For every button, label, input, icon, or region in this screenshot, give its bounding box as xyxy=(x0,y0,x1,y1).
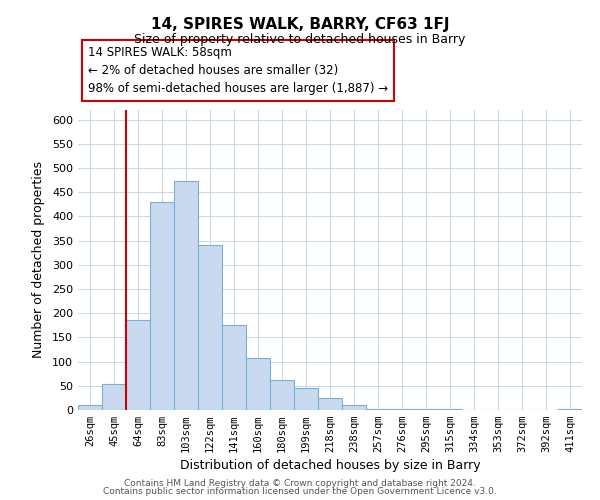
Bar xyxy=(366,408,390,410)
Bar xyxy=(126,320,150,410)
Bar xyxy=(246,358,270,410)
Bar xyxy=(342,405,366,410)
X-axis label: Distribution of detached houses by size in Barry: Distribution of detached houses by size … xyxy=(179,460,481,472)
Bar xyxy=(102,384,126,410)
Bar xyxy=(414,409,438,410)
Bar xyxy=(222,326,246,410)
Text: Size of property relative to detached houses in Barry: Size of property relative to detached ho… xyxy=(134,32,466,46)
Bar xyxy=(270,380,294,410)
Bar xyxy=(318,398,342,410)
Text: 14 SPIRES WALK: 58sqm
← 2% of detached houses are smaller (32)
98% of semi-detac: 14 SPIRES WALK: 58sqm ← 2% of detached h… xyxy=(88,46,388,95)
Bar xyxy=(174,181,198,410)
Bar xyxy=(198,246,222,410)
Bar xyxy=(438,409,462,410)
Y-axis label: Number of detached properties: Number of detached properties xyxy=(32,162,45,358)
Text: Contains HM Land Registry data © Crown copyright and database right 2024.: Contains HM Land Registry data © Crown c… xyxy=(124,478,476,488)
Text: Contains public sector information licensed under the Open Government Licence v3: Contains public sector information licen… xyxy=(103,487,497,496)
Bar xyxy=(150,202,174,410)
Bar xyxy=(390,408,414,410)
Bar xyxy=(78,405,102,410)
Bar xyxy=(294,388,318,410)
Text: 14, SPIRES WALK, BARRY, CF63 1FJ: 14, SPIRES WALK, BARRY, CF63 1FJ xyxy=(151,18,449,32)
Bar xyxy=(558,409,582,410)
